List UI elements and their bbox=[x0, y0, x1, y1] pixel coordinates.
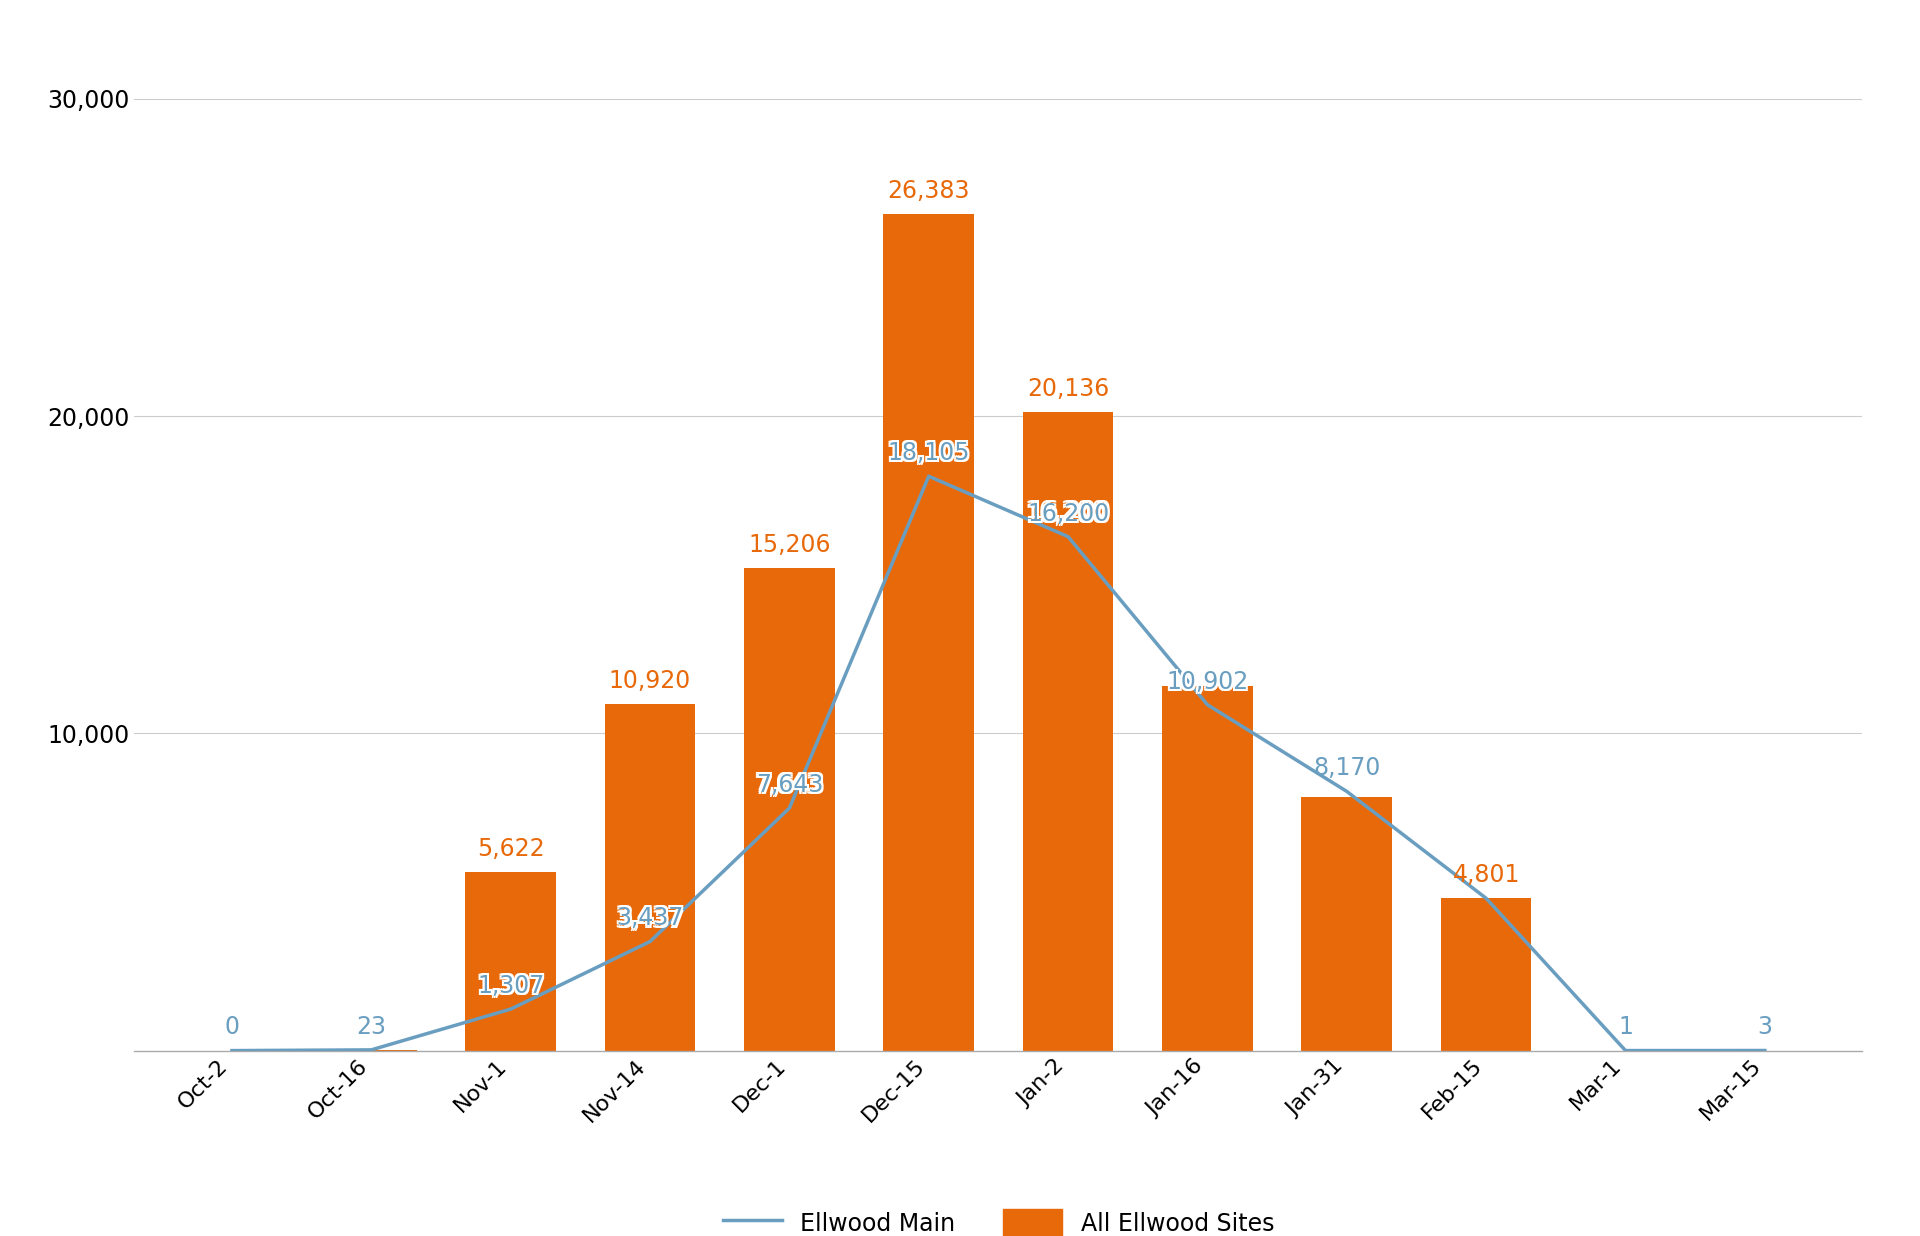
Text: 1,307: 1,307 bbox=[480, 976, 547, 1000]
Text: 3,437: 3,437 bbox=[618, 905, 685, 928]
Text: 16,200: 16,200 bbox=[1025, 499, 1108, 524]
Text: 18,105: 18,105 bbox=[885, 444, 968, 467]
Text: 1,307: 1,307 bbox=[474, 974, 541, 997]
Text: 18,105: 18,105 bbox=[885, 439, 968, 464]
Text: 26,383: 26,383 bbox=[887, 178, 970, 203]
Text: 10,920: 10,920 bbox=[609, 669, 691, 693]
Bar bbox=[605, 705, 695, 1051]
Text: 7,643: 7,643 bbox=[758, 775, 826, 800]
Bar bbox=[465, 873, 557, 1051]
Text: 18,105: 18,105 bbox=[887, 441, 970, 465]
Text: 18,105: 18,105 bbox=[887, 444, 970, 467]
Text: 10,902: 10,902 bbox=[1169, 667, 1250, 692]
Text: 10,902: 10,902 bbox=[1165, 671, 1248, 696]
Text: 16,200: 16,200 bbox=[1027, 502, 1110, 525]
Text: 18,105: 18,105 bbox=[889, 444, 972, 467]
Text: 1,307: 1,307 bbox=[480, 971, 547, 996]
Text: 1,307: 1,307 bbox=[476, 976, 543, 1000]
Bar bbox=[1162, 686, 1252, 1051]
Text: 18,105: 18,105 bbox=[889, 441, 972, 465]
Text: 10,902: 10,902 bbox=[1165, 670, 1248, 693]
Text: 1,307: 1,307 bbox=[476, 974, 543, 997]
Text: 1,307: 1,307 bbox=[480, 974, 547, 997]
Text: 3,437: 3,437 bbox=[618, 906, 685, 931]
Bar bbox=[883, 214, 973, 1051]
Text: 1: 1 bbox=[1619, 1016, 1632, 1039]
Text: 3,437: 3,437 bbox=[616, 905, 684, 928]
Text: 1,307: 1,307 bbox=[476, 974, 543, 997]
Bar bbox=[745, 569, 835, 1051]
Text: 3,437: 3,437 bbox=[614, 906, 682, 931]
Text: 3: 3 bbox=[1757, 1016, 1772, 1039]
Text: 3,437: 3,437 bbox=[616, 908, 684, 932]
Text: 7,643: 7,643 bbox=[753, 775, 822, 800]
Text: 18,105: 18,105 bbox=[887, 439, 970, 464]
Bar bbox=[1302, 797, 1392, 1051]
Text: 8,170: 8,170 bbox=[1313, 756, 1380, 780]
Text: 0: 0 bbox=[225, 1016, 240, 1039]
Text: 10,902: 10,902 bbox=[1169, 670, 1250, 693]
Text: 23: 23 bbox=[357, 1015, 386, 1038]
Text: 7,643: 7,643 bbox=[756, 771, 824, 795]
Text: 16,200: 16,200 bbox=[1027, 503, 1110, 528]
Text: 3,437: 3,437 bbox=[616, 906, 684, 931]
Text: 4,801: 4,801 bbox=[1452, 863, 1521, 887]
Text: 1,307: 1,307 bbox=[474, 971, 541, 996]
Text: 18,105: 18,105 bbox=[887, 441, 970, 465]
Text: 7,643: 7,643 bbox=[758, 772, 826, 797]
Text: 7,643: 7,643 bbox=[753, 772, 822, 797]
Text: 10,902: 10,902 bbox=[1169, 671, 1250, 696]
Text: 20,136: 20,136 bbox=[1027, 377, 1110, 400]
Text: 15,206: 15,206 bbox=[749, 533, 831, 557]
Text: 10,902: 10,902 bbox=[1165, 667, 1248, 692]
Bar bbox=[1440, 899, 1532, 1051]
Text: 16,200: 16,200 bbox=[1029, 502, 1112, 525]
Text: 3,437: 3,437 bbox=[614, 905, 682, 928]
Text: 10,902: 10,902 bbox=[1164, 670, 1246, 693]
Text: 16,200: 16,200 bbox=[1029, 499, 1112, 524]
Text: 3,437: 3,437 bbox=[616, 906, 684, 931]
Text: 10,902: 10,902 bbox=[1164, 667, 1246, 692]
Text: 10,902: 10,902 bbox=[1164, 671, 1246, 696]
Text: 16,200: 16,200 bbox=[1029, 503, 1112, 528]
Text: 7,643: 7,643 bbox=[756, 775, 824, 800]
Text: 10,902: 10,902 bbox=[1165, 670, 1248, 693]
Bar bbox=[1023, 412, 1114, 1051]
Text: 16,200: 16,200 bbox=[1027, 499, 1110, 524]
Text: 18,105: 18,105 bbox=[889, 439, 972, 464]
Text: 16,200: 16,200 bbox=[1025, 502, 1108, 525]
Text: 7,643: 7,643 bbox=[756, 772, 824, 797]
Text: 5,622: 5,622 bbox=[476, 837, 545, 861]
Text: 18,105: 18,105 bbox=[885, 441, 968, 465]
Legend: Ellwood Main, All Ellwood Sites: Ellwood Main, All Ellwood Sites bbox=[710, 1198, 1286, 1236]
Text: 16,200: 16,200 bbox=[1027, 502, 1110, 525]
Text: 1,307: 1,307 bbox=[474, 976, 541, 1000]
Text: 7,643: 7,643 bbox=[758, 771, 826, 795]
Text: 7,643: 7,643 bbox=[756, 772, 824, 797]
Text: 16,200: 16,200 bbox=[1025, 503, 1108, 528]
Text: 3,437: 3,437 bbox=[614, 908, 682, 932]
Text: 7,643: 7,643 bbox=[753, 771, 822, 795]
Text: 3,437: 3,437 bbox=[618, 908, 685, 932]
Text: 1,307: 1,307 bbox=[476, 971, 543, 996]
